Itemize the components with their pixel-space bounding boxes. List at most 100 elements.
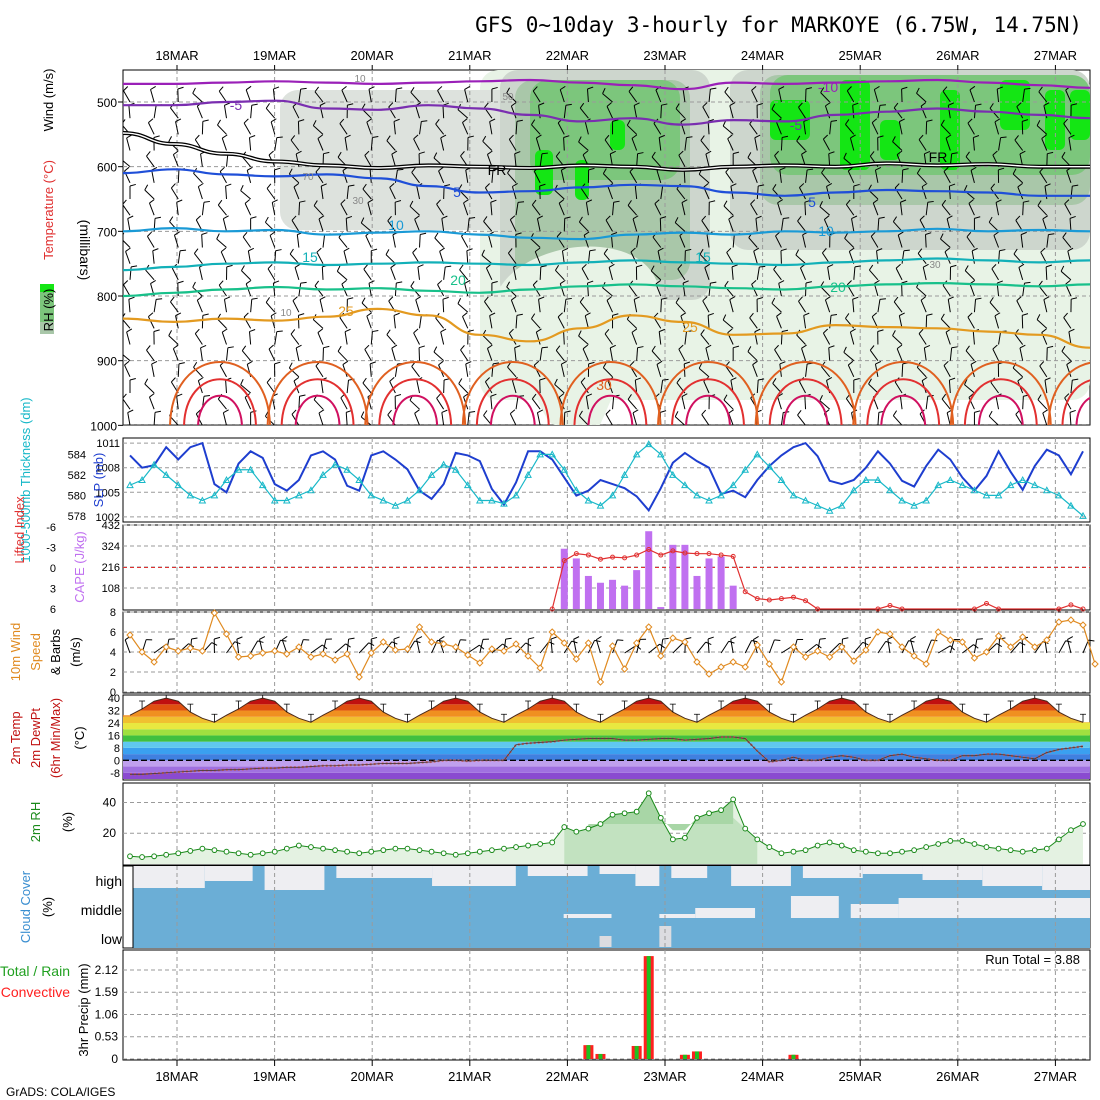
wind-barb-flag	[469, 216, 476, 219]
wind-barb-flag	[435, 118, 440, 125]
wind-barb	[608, 267, 614, 280]
wind-speed-point	[946, 636, 955, 644]
wind-barb-flag	[612, 313, 619, 316]
wind-barb	[488, 234, 493, 248]
wind-barb-flag	[531, 313, 536, 319]
wind-barb-flag	[923, 263, 929, 268]
wind-barb-flag	[1063, 118, 1068, 124]
y-tick-label: 1.06	[95, 1007, 119, 1021]
wind-barb-flag	[747, 152, 752, 158]
wind-barb	[750, 203, 758, 216]
temp-band	[123, 741, 1090, 748]
li-point	[730, 553, 736, 559]
wind-barb	[776, 122, 782, 135]
wind-barb-flag	[974, 216, 981, 219]
wind-barb	[409, 205, 420, 216]
wind-barb-flag	[482, 135, 487, 142]
y-axis-label-cape: CAPE (J/kg)	[72, 531, 87, 603]
wind-barb-flag	[293, 376, 300, 382]
wind-barb-flag	[1069, 215, 1076, 219]
date-label: 25MAR	[839, 1069, 882, 1084]
wind-barb-flag	[1063, 312, 1068, 318]
wind-barb-flag	[507, 248, 513, 254]
wind-barb-flag	[437, 639, 444, 642]
wind-barb	[201, 234, 203, 248]
wind-barb	[144, 189, 155, 200]
rh-point	[766, 844, 773, 850]
wind-barb-flag	[680, 118, 687, 123]
wind-barb-flag	[705, 344, 712, 349]
wind-speed-point	[596, 678, 605, 686]
wind-barb	[265, 108, 276, 119]
wind-barb	[435, 123, 445, 135]
rh-point	[585, 825, 592, 832]
y-tick-label: 700	[97, 225, 117, 239]
wind-barb-flag	[650, 265, 655, 272]
temp-minmax	[187, 703, 194, 713]
wind-speed-point	[850, 657, 858, 665]
wind-barb-flag	[610, 344, 616, 349]
thickness-point	[270, 496, 279, 504]
thickness-point	[632, 450, 641, 458]
y-tick-label: 1005	[96, 487, 120, 499]
wind-barb-flag	[654, 199, 660, 204]
cloud-gap	[862, 866, 923, 874]
wind-barb	[296, 234, 300, 248]
wind-barb-flag	[390, 263, 396, 269]
wind-barb	[464, 283, 469, 297]
temp-band	[123, 716, 1090, 723]
date-label: 26MAR	[936, 1069, 979, 1084]
wind-barb-flag	[150, 85, 156, 90]
y-tick-label: 108	[102, 583, 120, 595]
wind-speed-point	[970, 654, 979, 662]
wind-barb-flag	[1017, 376, 1023, 382]
rh-point	[211, 847, 218, 854]
wind-barb	[803, 315, 807, 329]
wind-barb-flag	[177, 280, 184, 284]
wind-speed-point	[427, 638, 436, 646]
li-point	[1080, 606, 1086, 612]
wind-barb-flag	[589, 249, 596, 252]
thickness-point	[186, 491, 195, 499]
wind-barb-flag	[506, 87, 511, 94]
wind-barb	[723, 399, 734, 410]
wind-barb-flag	[467, 135, 474, 138]
wind-barb-flag	[926, 119, 933, 122]
wind-barb-flag	[437, 86, 443, 91]
wind-barb-flag	[852, 296, 859, 300]
wind-barb	[391, 154, 396, 167]
wind-barb-flag	[192, 87, 196, 94]
wind-barb	[998, 137, 1002, 151]
thickness-point	[741, 465, 750, 473]
wind-barb	[947, 299, 951, 313]
date-label: 19MAR	[253, 48, 296, 63]
wind-barb-flag	[606, 296, 612, 301]
y-tick-label: 582	[68, 470, 86, 482]
wind-barb	[901, 169, 904, 183]
wind-barb-flag	[612, 119, 619, 122]
wind-barb	[479, 639, 484, 654]
wind-barb-flag	[244, 199, 251, 204]
wind-barb	[467, 412, 470, 425]
wind-barb-flag	[420, 232, 427, 236]
wind-barb-flag	[509, 409, 516, 415]
y-tick-label: 578	[68, 511, 86, 523]
li-point	[742, 589, 748, 595]
wind-barb	[924, 234, 927, 248]
wind-barb-flag	[336, 265, 341, 272]
wind-barb-flag	[341, 279, 347, 285]
thickness-point	[934, 481, 943, 489]
wind-barb-flag	[152, 248, 159, 252]
wind-barb-flag	[249, 135, 256, 139]
wind-barb	[321, 266, 324, 280]
wind-barb-flag	[779, 361, 786, 365]
wind-barb-flag	[153, 329, 160, 332]
wind-barb	[579, 221, 589, 232]
wind-barb	[442, 299, 445, 313]
wind-barb	[196, 300, 203, 313]
isotherm-label: 20	[450, 272, 466, 288]
wind-barb	[563, 299, 567, 313]
wind-barb	[298, 89, 302, 103]
isotherm-line	[123, 78, 1090, 91]
wind-barb	[579, 415, 589, 425]
